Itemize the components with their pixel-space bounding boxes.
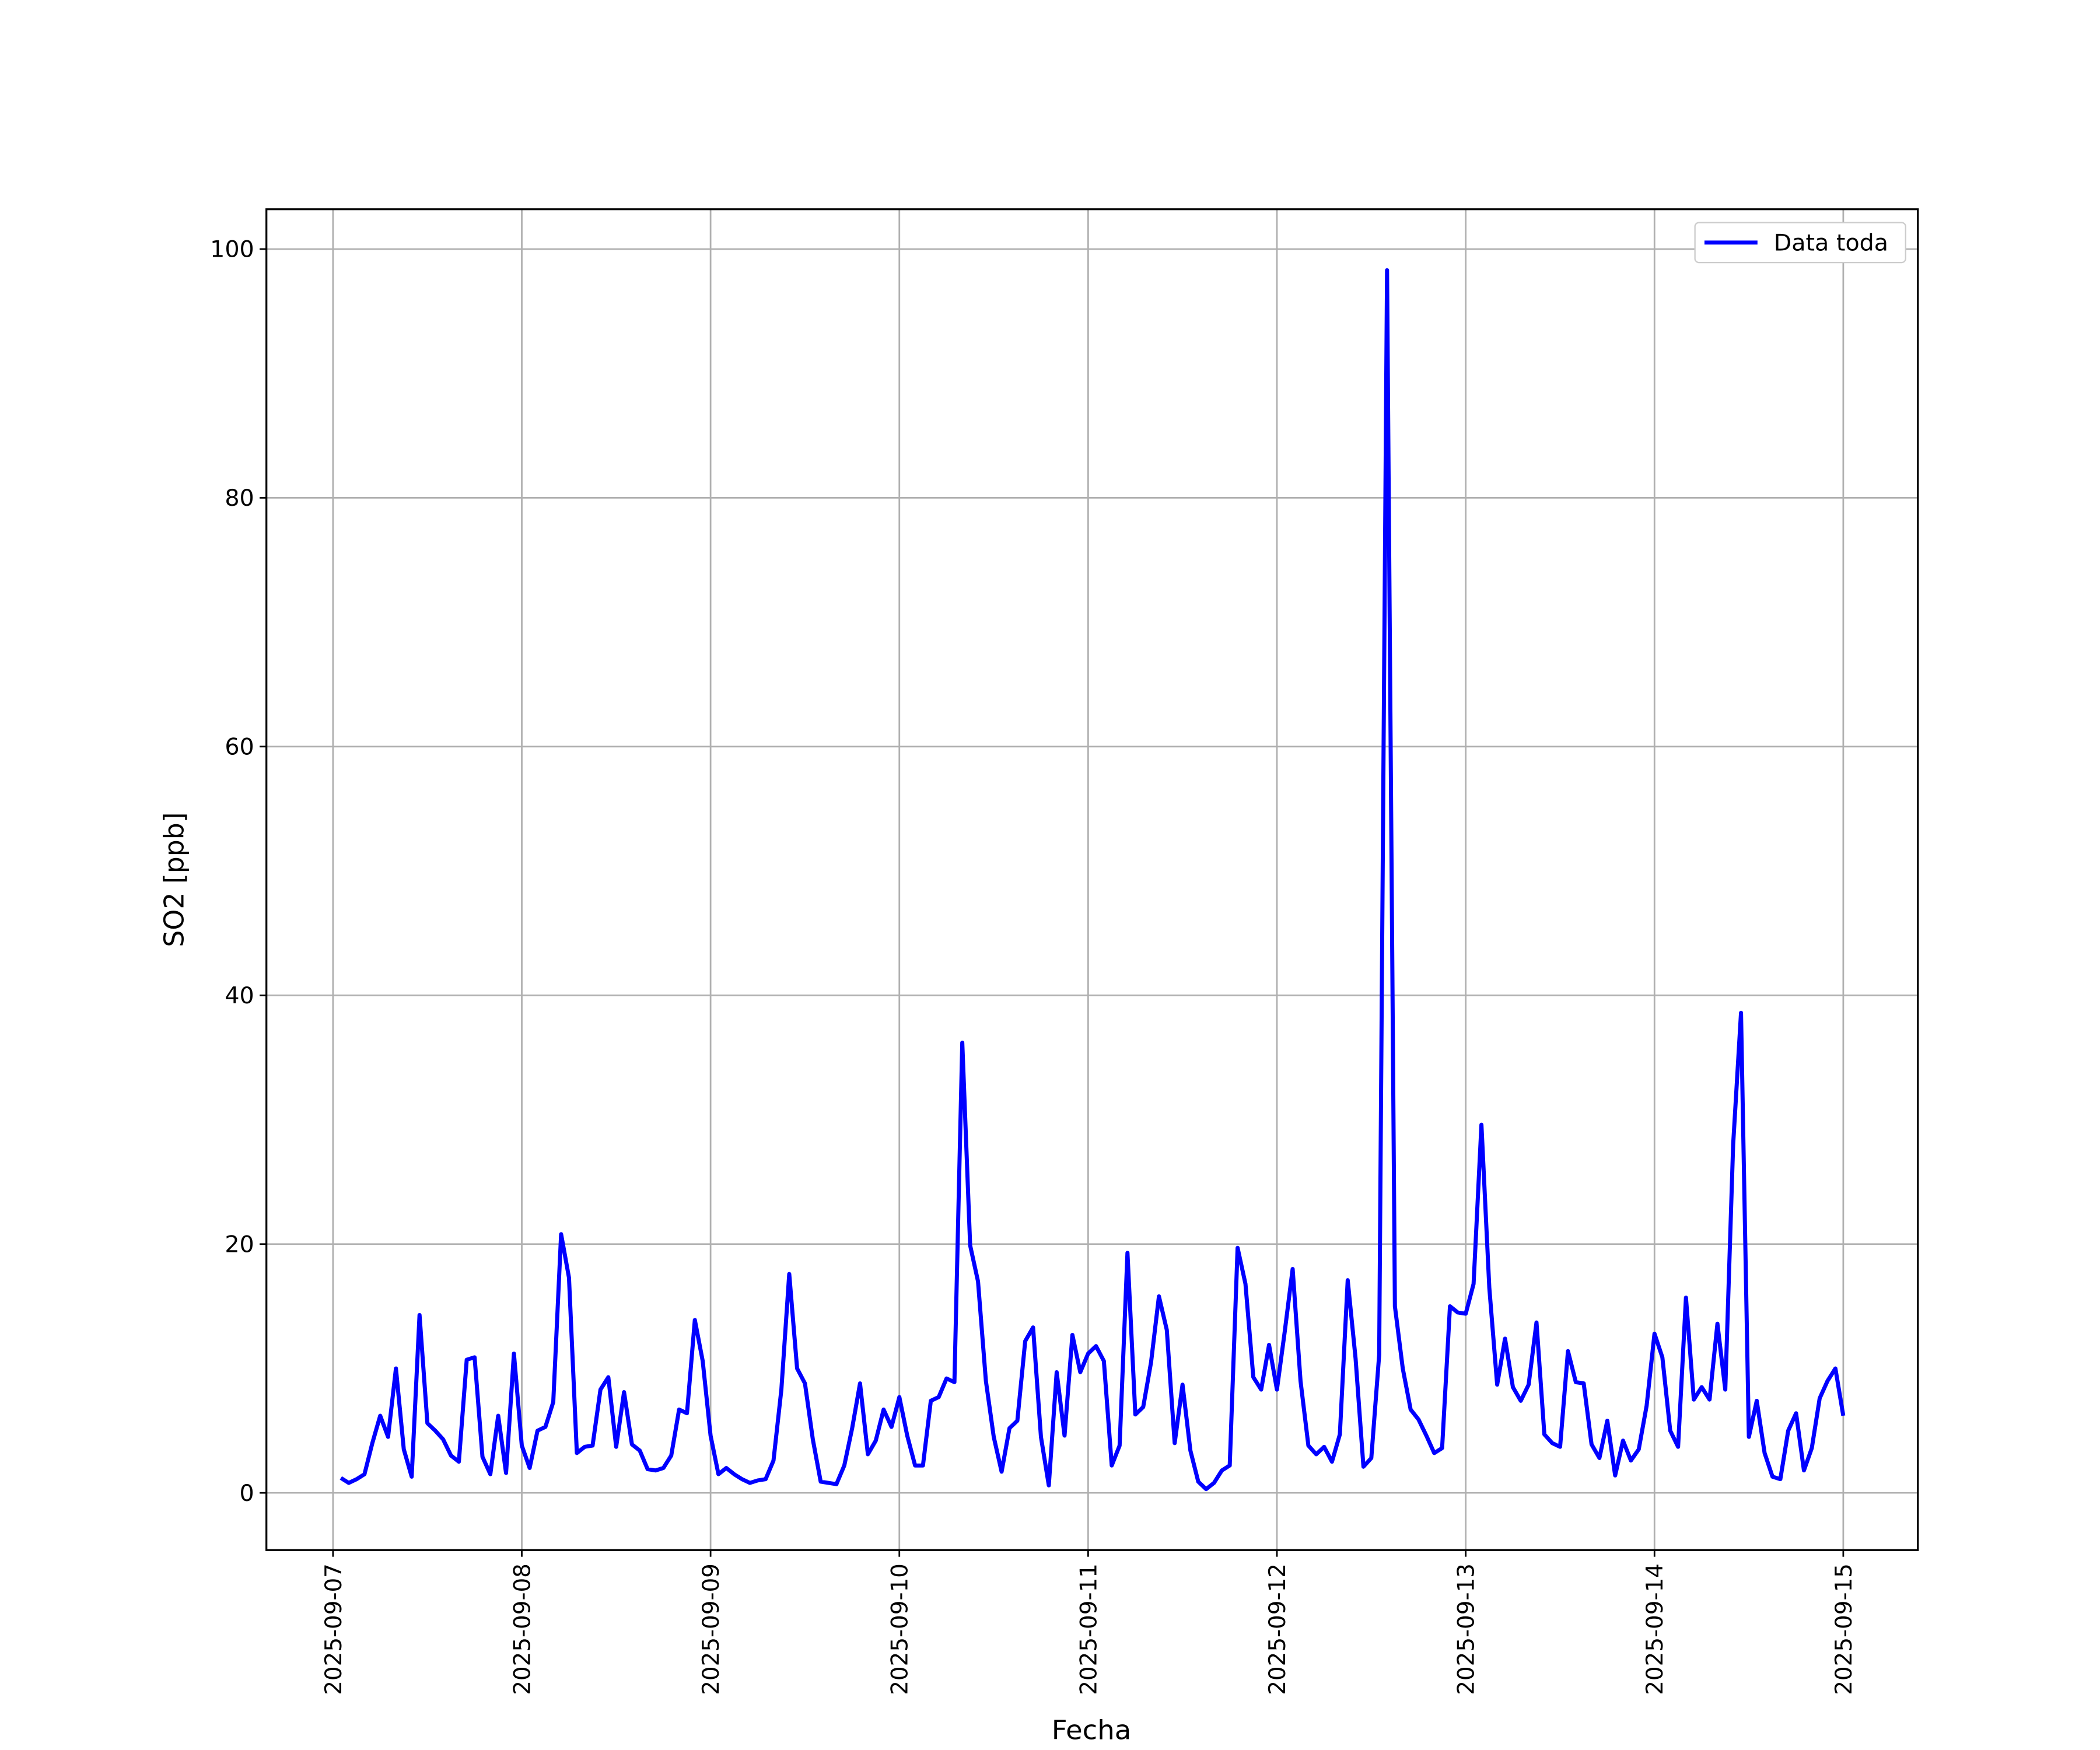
x-tick-label: 2025-09-12 <box>1265 1563 1291 1695</box>
y-tick-label: 20 <box>225 1232 254 1258</box>
y-tick-label: 80 <box>225 485 254 512</box>
x-tick-label: 2025-09-07 <box>321 1563 347 1695</box>
x-tick-label: 2025-09-14 <box>1642 1563 1668 1695</box>
legend-box <box>1694 222 1906 264</box>
x-tick-label: 2025-09-09 <box>698 1563 724 1695</box>
y-tick-label: 100 <box>210 237 254 263</box>
x-tick-label: 2025-09-15 <box>1831 1563 1857 1695</box>
data-line <box>340 268 1846 1492</box>
y-tick-label: 40 <box>225 983 254 1009</box>
x-tick-label: 2025-09-08 <box>509 1563 536 1695</box>
x-tick-label: 2025-09-10 <box>887 1563 913 1695</box>
x-tick-label: 2025-09-11 <box>1076 1563 1102 1695</box>
y-tick-label: 60 <box>225 734 254 761</box>
y-tick-label: 0 <box>240 1480 254 1507</box>
x-tick-label: 2025-09-13 <box>1453 1563 1479 1695</box>
legend-label: Data toda <box>1774 230 1888 257</box>
y-axis-label: SO2 [ppb] <box>158 812 190 947</box>
x-axis-label: Fecha <box>1052 1714 1132 1745</box>
plot-frame <box>265 208 1919 1551</box>
